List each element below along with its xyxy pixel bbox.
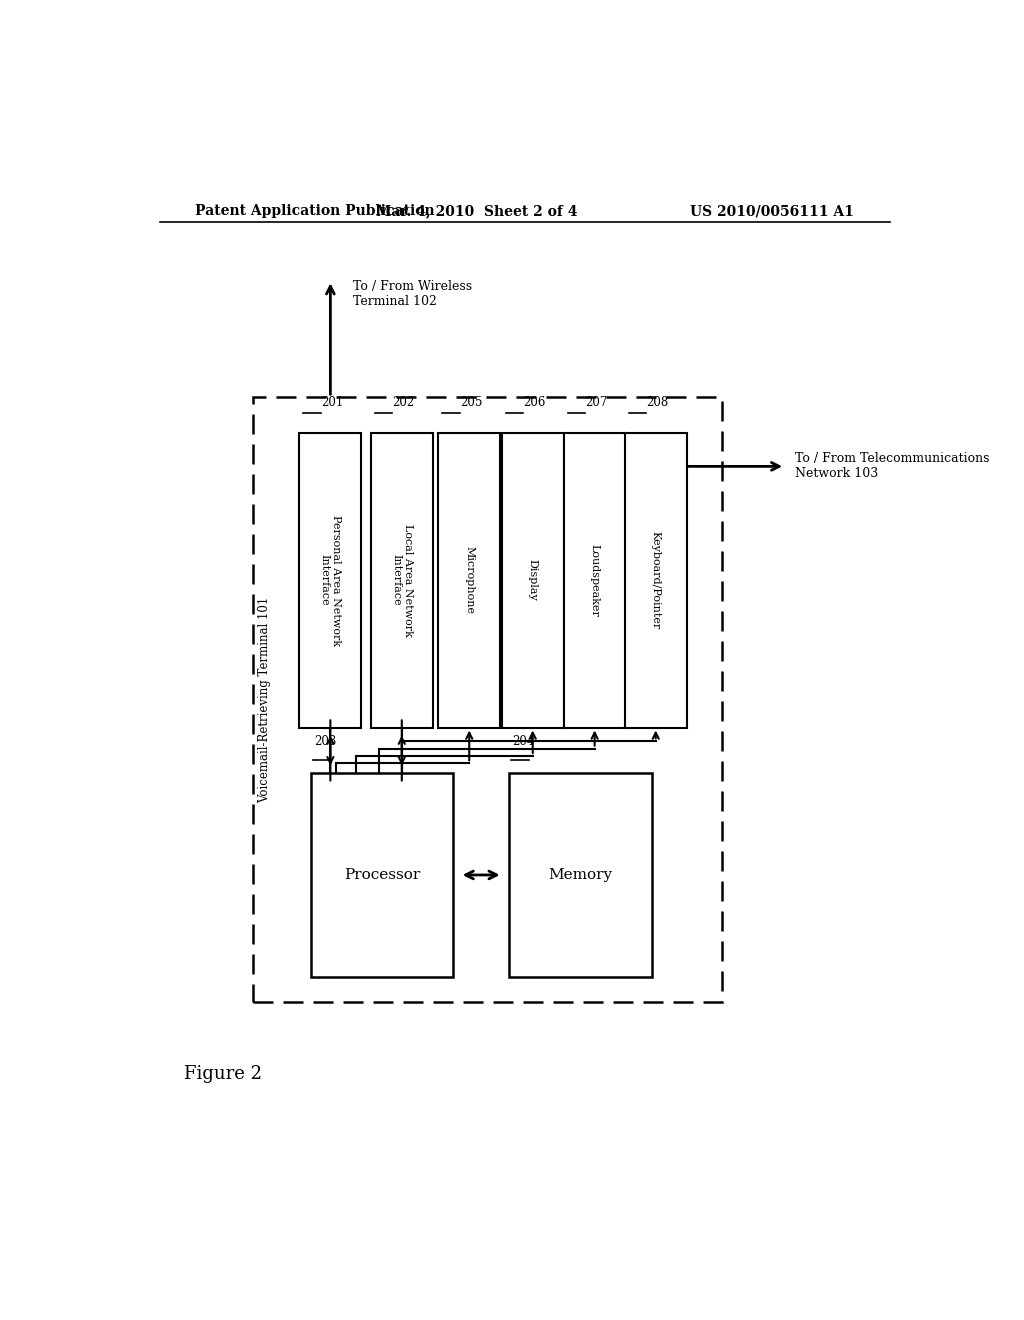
Text: To / From Wireless
Terminal 102: To / From Wireless Terminal 102 [352,280,472,309]
Bar [310,774,454,977]
Bar [438,433,500,727]
Text: Keyboard/Pointer: Keyboard/Pointer [650,531,660,630]
Bar [253,397,722,1002]
Bar [625,433,687,727]
Text: 207: 207 [585,396,607,409]
Text: Processor: Processor [344,869,420,882]
Bar [563,433,626,727]
Text: 204: 204 [512,735,535,748]
Text: Mar. 4, 2010  Sheet 2 of 4: Mar. 4, 2010 Sheet 2 of 4 [377,205,578,218]
Text: Loudspeaker: Loudspeaker [590,544,600,616]
Text: Display: Display [527,560,538,601]
Text: 208: 208 [646,396,669,409]
Bar [509,774,651,977]
Text: Personal Area Network
Interface: Personal Area Network Interface [319,515,341,645]
Bar [502,433,563,727]
Text: Figure 2: Figure 2 [183,1065,261,1082]
Text: US 2010/0056111 A1: US 2010/0056111 A1 [690,205,854,218]
Text: Memory: Memory [548,869,612,882]
Bar [299,433,361,727]
Text: Voicemail-Retrieving Terminal 101: Voicemail-Retrieving Terminal 101 [258,597,271,803]
Text: Microphone: Microphone [464,546,474,614]
Text: To / From Telecommunications
Network 103: To / From Telecommunications Network 103 [795,453,989,480]
Text: Local Area Network
Interface: Local Area Network Interface [391,524,413,636]
Text: 206: 206 [523,396,546,409]
Text: 203: 203 [313,735,336,748]
Bar [371,433,433,727]
Text: 205: 205 [460,396,482,409]
Text: Patent Application Publication: Patent Application Publication [196,205,435,218]
Text: 201: 201 [321,396,343,409]
Text: 202: 202 [392,396,415,409]
